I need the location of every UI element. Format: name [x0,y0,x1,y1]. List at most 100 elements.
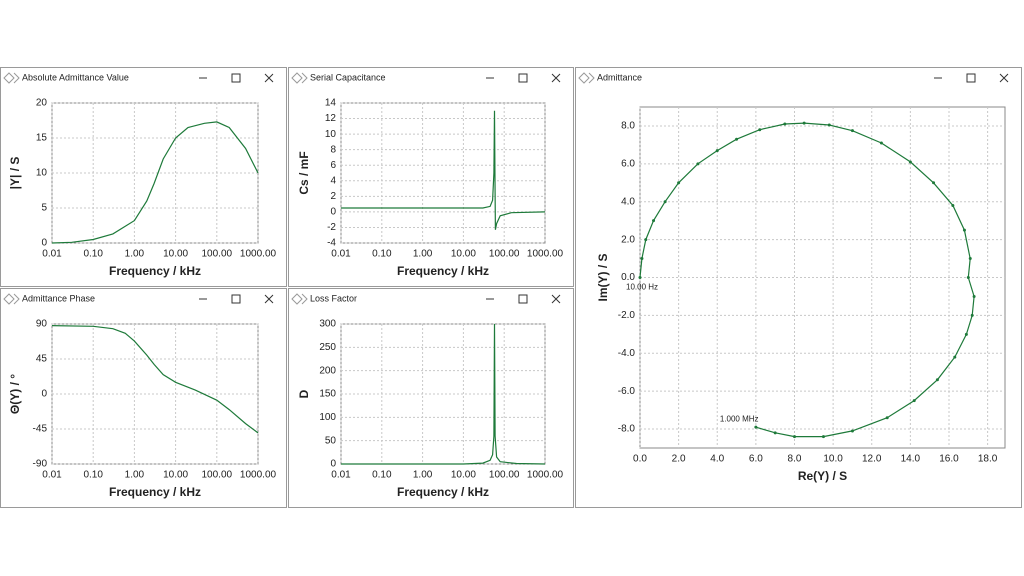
y-tick-label: 8 [330,144,336,155]
y-tick-label: 12 [325,113,337,124]
y-tick-label: 250 [319,342,336,353]
data-point [652,219,656,223]
x-tick-label: 10.0 [823,454,843,465]
maximize-button[interactable] [231,294,241,304]
x-tick-label: 4.0 [710,454,724,465]
close-button[interactable] [264,73,274,83]
x-tick-label: 16.0 [939,454,959,465]
y-tick-label: 100 [319,412,336,423]
y-tick-label: 2 [330,191,336,202]
plot-area [340,102,546,244]
x-tick-label: 0.10 [372,249,392,260]
x-tick-label: 18.0 [978,454,998,465]
y-tick-label: 8.0 [621,121,635,132]
data-point [850,429,854,433]
window-icon [578,72,595,84]
annotation: 1.000 MHz [720,414,759,423]
data-point [932,181,936,185]
data-point [783,122,787,126]
x-tick-label: 12.0 [862,454,882,465]
data-point [951,204,955,208]
y-axis-label: Θ(Y) / ° [8,374,22,414]
y-tick-label: 4 [330,175,336,186]
data-line [51,325,259,434]
data-point [970,313,974,317]
x-tick-label: 0.01 [331,249,351,260]
y-tick-label: 200 [319,365,336,376]
data-point [827,123,831,127]
y-tick-label: 6.0 [621,158,635,169]
y-tick-label: 15 [36,133,48,144]
y-tick-label: 0 [41,238,47,249]
data-point [972,294,976,298]
maximize-button[interactable] [518,73,528,83]
window-icon [291,72,308,84]
maximize-button[interactable] [518,294,528,304]
x-tick-label: 6.0 [749,454,763,465]
close-button[interactable] [264,294,274,304]
y-tick-label: 150 [319,389,336,400]
y-tick-label: 5 [41,203,47,214]
y-axis-label: D [297,389,311,398]
data-line [341,323,546,465]
x-tick-label: 1.00 [125,470,145,481]
x-tick-label: 10.00 [451,470,476,481]
x-tick-label: 100.00 [202,249,233,260]
annotation: 10.00 Hz [626,283,658,292]
plot-area [51,323,259,465]
x-tick-label: 100.00 [202,470,233,481]
data-point [912,399,916,403]
x-axis-label: Frequency / kHz [109,485,201,499]
x-tick-label: 1000.00 [240,249,277,260]
plot-area [51,102,259,244]
y-tick-label: -2.0 [618,310,636,321]
window-title: Absolute Admittance Value [22,72,129,82]
y-tick-label: 10 [325,129,337,140]
x-tick-label: 8.0 [788,454,802,465]
data-point [968,257,972,261]
y-tick-label: -2 [327,222,336,233]
y-tick-label: 10 [36,168,48,179]
y-tick-label: 0 [330,459,336,470]
data-point [638,276,642,279]
y-axis-label: Im(Y) / S [596,253,610,301]
data-point [850,129,854,133]
close-button[interactable] [999,73,1009,83]
data-point [935,378,939,382]
data-point [644,238,648,242]
x-tick-label: 0.01 [42,249,62,260]
maximize-button[interactable] [966,73,976,83]
x-tick-label: 0.01 [42,470,62,481]
x-tick-label: 0.10 [372,470,392,481]
x-tick-label: 10.00 [451,249,476,260]
y-tick-label: -4.0 [618,348,636,359]
data-point [773,431,777,435]
data-line [341,110,546,230]
x-axis-label: Frequency / kHz [109,264,201,278]
close-button[interactable] [551,73,561,83]
x-tick-label: 1000.00 [527,249,564,260]
x-axis-label: Re(Y) / S [798,469,847,483]
x-tick-label: 1.00 [413,470,433,481]
data-point [908,160,912,164]
data-point [677,181,681,185]
window-title: Admittance Phase [22,293,95,303]
data-point [735,137,739,141]
maximize-button[interactable] [231,73,241,83]
data-point [758,128,762,132]
data-point [802,121,806,125]
x-tick-label: 1000.00 [527,470,564,481]
y-axis-label: |Y| / S [8,157,22,190]
close-button[interactable] [551,294,561,304]
y-tick-label: 0.0 [621,272,635,283]
y-tick-label: 300 [319,319,336,330]
window-title: Admittance [597,72,642,82]
x-axis-label: Frequency / kHz [397,485,489,499]
y-axis-label: Cs / mF [297,151,311,194]
window-icon [291,293,308,305]
data-point [966,276,970,279]
data-point [962,228,966,232]
y-tick-label: -45 [33,424,48,435]
x-tick-label: 100.00 [489,249,520,260]
